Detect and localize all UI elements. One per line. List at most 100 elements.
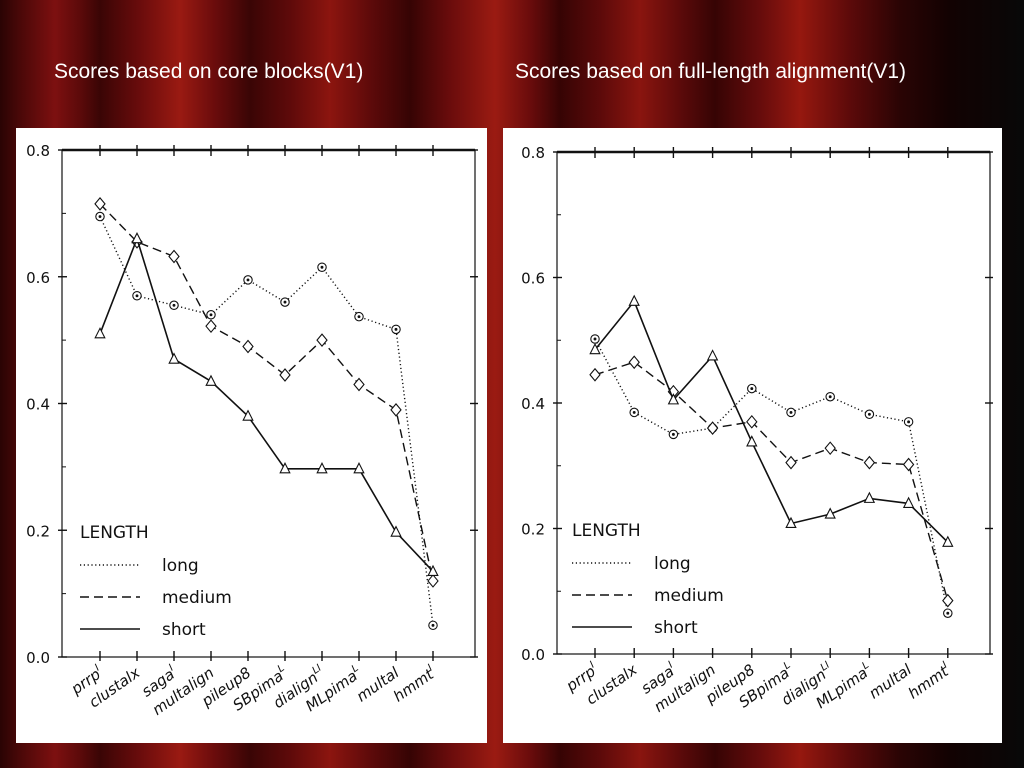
data-point-medium [168, 249, 180, 264]
data-point-medium [863, 455, 876, 470]
legend-label-short: short [162, 620, 206, 640]
plot-frame [61, 149, 476, 658]
data-point-dot [789, 410, 793, 414]
data-point-medium [242, 339, 254, 354]
data-point-dot [867, 412, 871, 416]
data-point-medium [353, 377, 365, 392]
data-point-dot [828, 395, 832, 399]
data-point-dot [593, 337, 597, 341]
left-chart-panel: 0.0 0.2 0.4 0.6 0.8 prrpI clustalx sagaI multali… [16, 128, 487, 743]
x-tick-label: hmmtI [904, 660, 954, 703]
data-point-medium [706, 421, 719, 435]
data-point-medium [942, 593, 954, 608]
data-point-dot [357, 315, 361, 319]
right-chart-panel: 0.0 0.2 0.4 0.6 0.8 prrpI clustalx sagaI multali… [503, 128, 1002, 743]
data-point-dot [98, 215, 102, 218]
data-point-medium [427, 574, 439, 588]
legend: LENGTH long medium short [572, 521, 724, 638]
data-point-long [132, 291, 142, 301]
data-point-medium [628, 355, 640, 370]
data-point-dot [632, 410, 636, 414]
x-tick-label-superscript: I [941, 660, 950, 671]
data-point-dot [320, 265, 324, 269]
data-point-medium [316, 333, 328, 347]
right-line-chart: 0.00.20.40.60.8prrpIclustalxsagaImultali… [521, 144, 993, 716]
data-point-short [942, 535, 954, 547]
data-point-dot [907, 420, 911, 424]
data-point-long [95, 211, 105, 222]
data-point-long [243, 275, 253, 285]
data-point-medium [94, 197, 106, 211]
y-tick-label: 0.0 [521, 646, 545, 664]
data-point-long [280, 297, 290, 307]
x-tick-label: multal [866, 660, 916, 702]
data-point-short [863, 491, 876, 503]
data-point-dot [946, 611, 950, 615]
x-tick-label-superscript: I [588, 660, 597, 671]
y-tick-label: 0.2 [26, 522, 50, 540]
data-point-short [131, 232, 143, 244]
x-tick-label-superscript: I [666, 660, 675, 671]
data-point-medium [902, 457, 915, 472]
data-point-medium [746, 414, 758, 429]
data-point-long [354, 311, 364, 322]
data-point-medium [785, 455, 797, 470]
data-point-short [242, 409, 254, 421]
legend-label-short: short [654, 618, 698, 638]
data-point-short [706, 349, 719, 361]
data-point-long [590, 334, 600, 344]
data-point-long [825, 391, 835, 402]
data-point-medium [390, 402, 402, 417]
legend-label-medium: medium [654, 586, 724, 606]
data-point-long [317, 262, 327, 272]
x-tick-label-superscript: I [93, 663, 102, 674]
data-point-medium [589, 367, 601, 382]
data-point-short [667, 393, 680, 405]
data-point-short [279, 462, 291, 474]
data-point-long [786, 407, 796, 418]
data-point-short [427, 564, 439, 576]
y-tick-label: 0.2 [521, 521, 545, 539]
y-tick-label: 0.6 [26, 269, 50, 287]
data-point-short [205, 374, 217, 386]
data-point-long [206, 310, 216, 320]
data-point-long [864, 409, 875, 420]
data-point-long [169, 300, 179, 311]
data-point-short [589, 342, 601, 355]
series-line-long [594, 338, 949, 614]
data-point-dot [135, 294, 139, 298]
x-tick-label-superscript: I [426, 663, 435, 674]
y-tick-label: 0.8 [521, 144, 545, 162]
left-line-chart: 0.00.20.40.60.8prrpIclustalxsagaImultali… [26, 142, 478, 719]
x-tick-label-superscript: I [167, 663, 176, 674]
data-point-short [746, 435, 758, 447]
data-point-short [824, 507, 836, 519]
data-point-short [390, 525, 402, 537]
y-tick-label: 0.6 [521, 270, 545, 288]
data-point-dot [750, 387, 754, 391]
data-point-short [785, 516, 797, 529]
data-point-dot [283, 300, 287, 304]
data-point-short [316, 462, 328, 474]
data-point-long [428, 620, 438, 631]
data-point-dot [246, 278, 250, 282]
series-line-medium [594, 361, 949, 601]
data-point-dot [671, 432, 675, 436]
data-point-long [943, 608, 953, 618]
data-point-short [902, 496, 915, 508]
data-point-long [747, 383, 757, 394]
legend-title: LENGTH [572, 521, 641, 541]
x-tick-label-superscript: L [276, 663, 287, 675]
x-tick-label-superscript: L [860, 660, 871, 672]
series-line-short [99, 236, 434, 572]
data-point-dot [209, 313, 213, 317]
y-tick-label: 0.0 [26, 649, 50, 667]
right-chart-title: Scores based on full-length alignment(V1… [515, 60, 907, 83]
data-point-medium [205, 319, 217, 334]
legend-title: LENGTH [80, 523, 149, 543]
x-tick-label: hmmtI [389, 663, 439, 706]
data-point-dot [431, 623, 435, 627]
data-point-short [353, 462, 365, 474]
data-point-medium [824, 441, 836, 456]
data-point-short [168, 352, 180, 364]
